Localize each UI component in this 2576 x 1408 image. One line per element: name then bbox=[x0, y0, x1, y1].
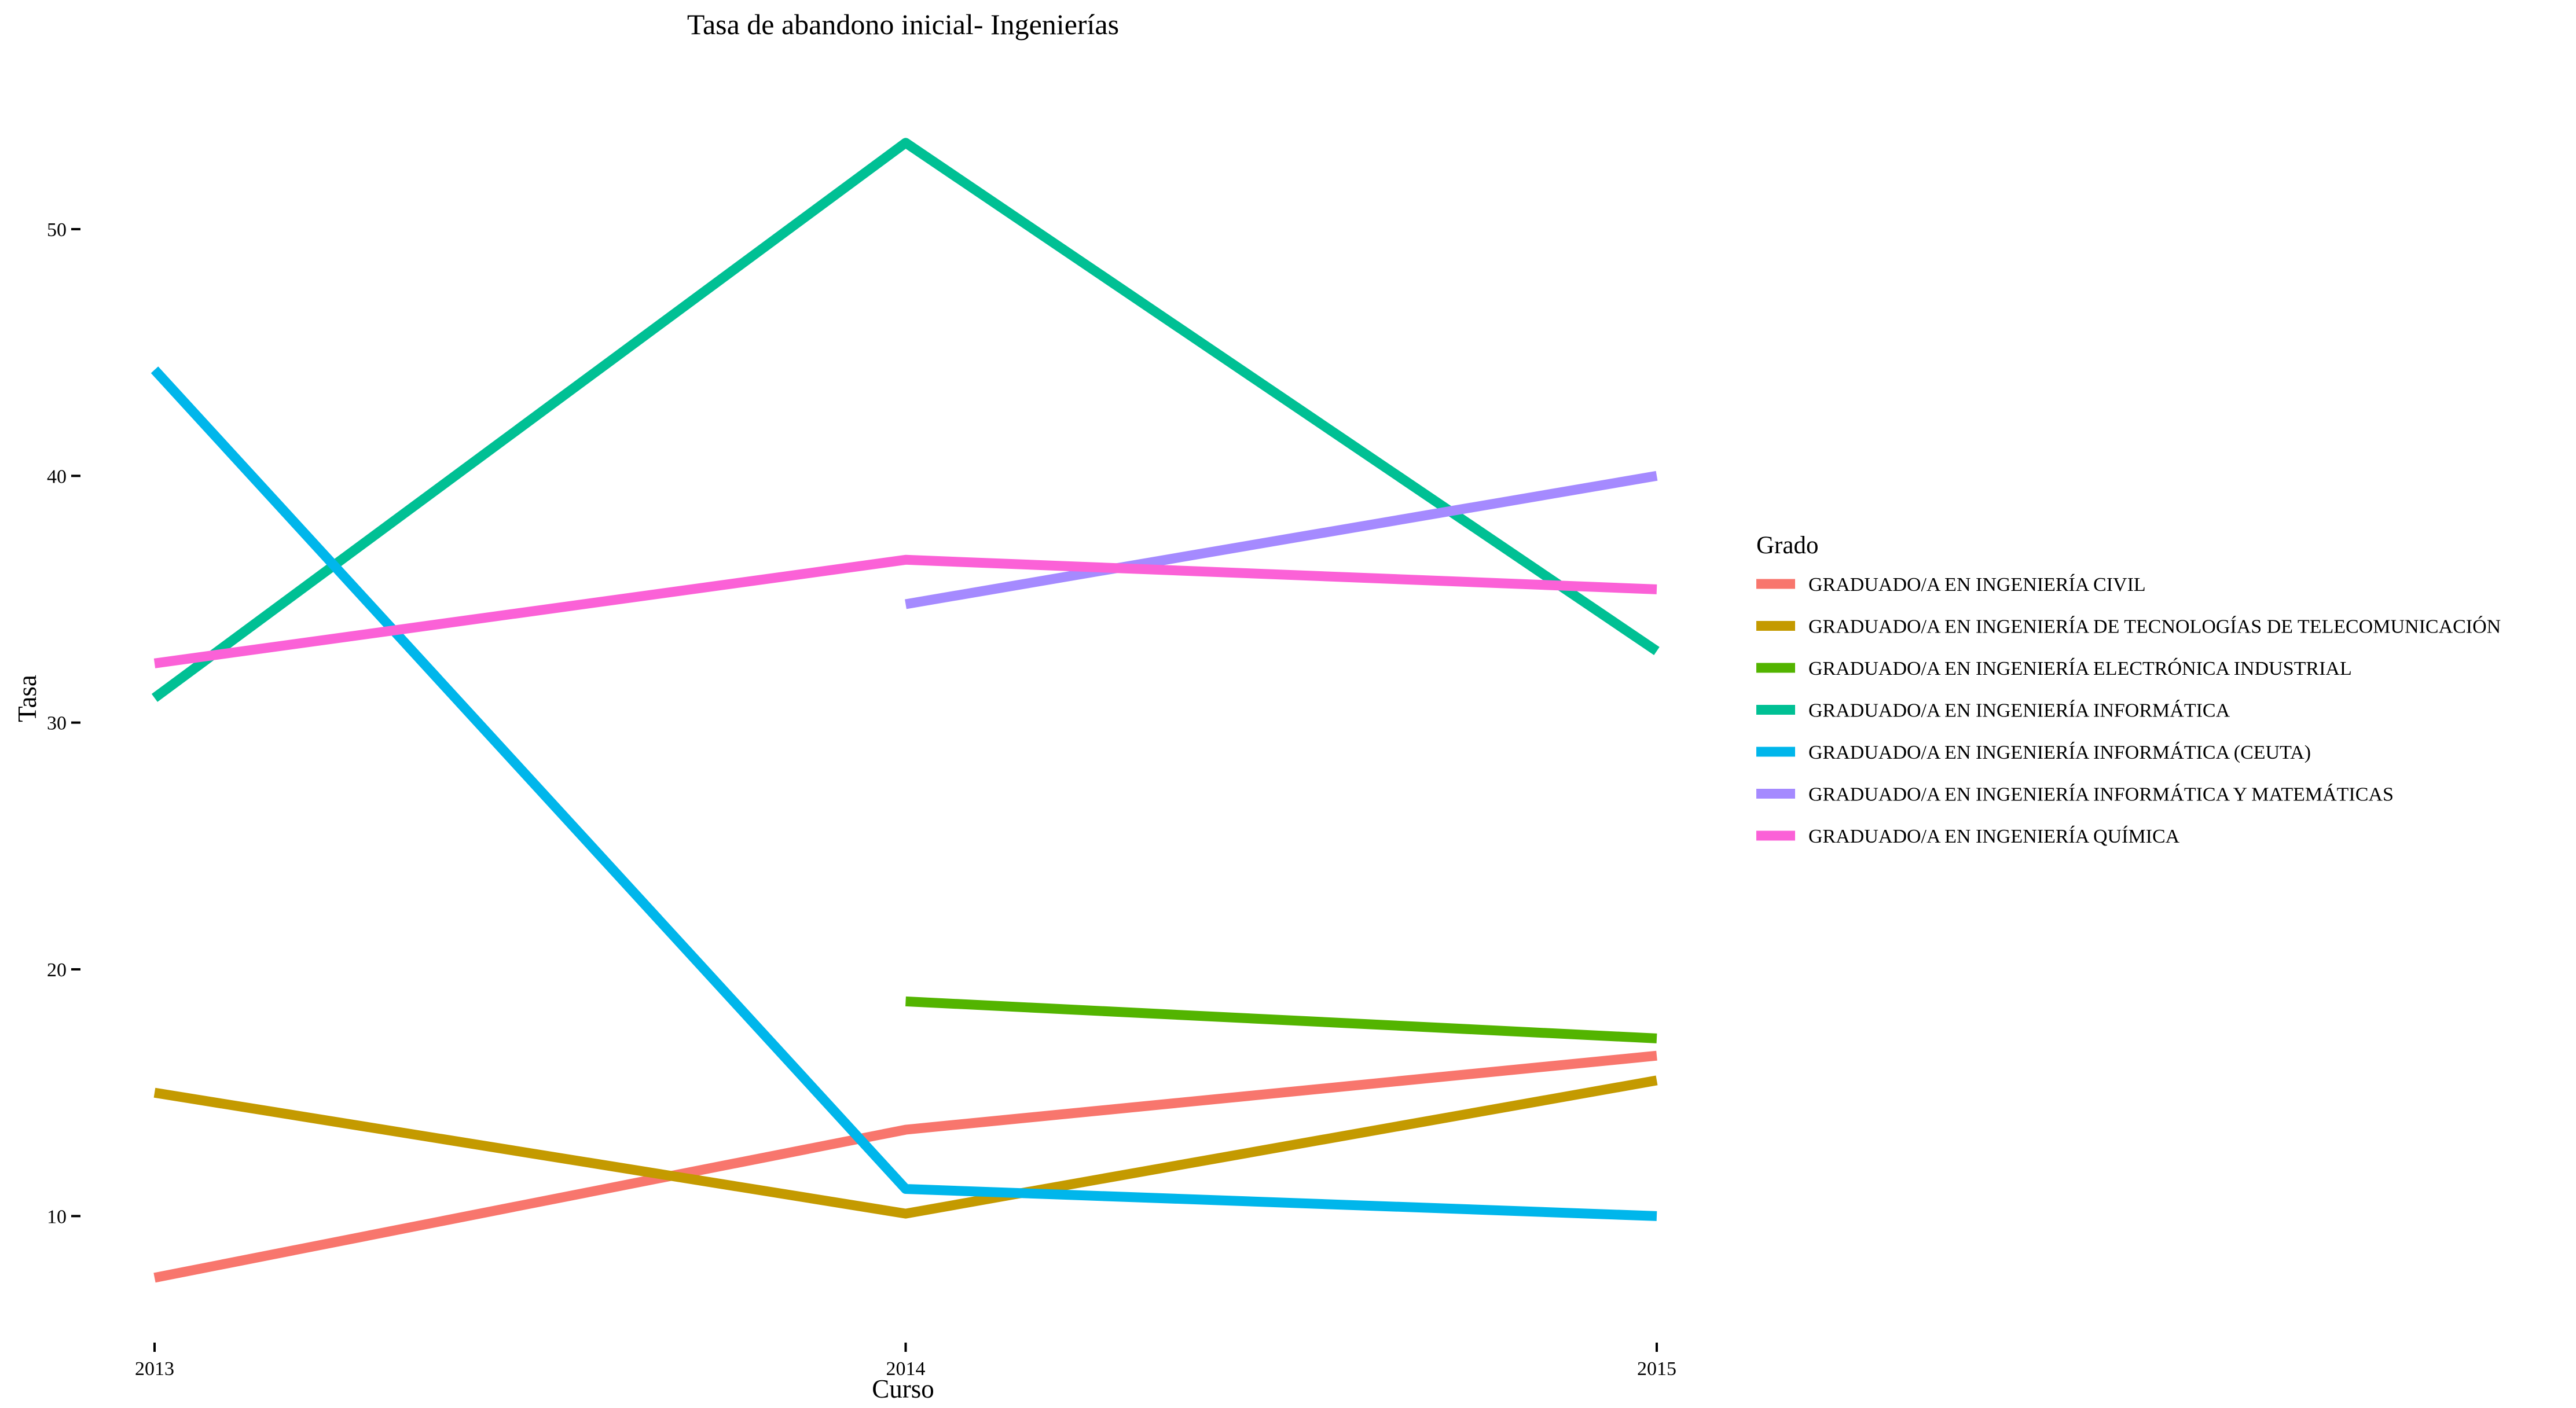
legend-title: Grado bbox=[1756, 532, 1818, 559]
series-line bbox=[153, 1050, 1657, 1283]
x-tick-label: 2013 bbox=[135, 1358, 174, 1380]
series-line bbox=[905, 996, 1657, 1043]
plot-series bbox=[151, 138, 1660, 1283]
y-axis-title: Tasa bbox=[13, 675, 42, 722]
legend-items: GRADUADO/A EN INGENIERÍA CIVIL GRADUADO/A… bbox=[1756, 574, 2501, 847]
y-tick-label: 10 bbox=[47, 1206, 67, 1227]
series-line bbox=[151, 138, 1660, 702]
legend-label: GRADUADO/A EN INGENIERÍA INFORMÁTICA bbox=[1808, 700, 2230, 722]
legend: Grado GRADUADO/A EN INGENIERÍA CIVILGRAD… bbox=[1756, 532, 2501, 847]
legend-label: GRADUADO/A EN INGENIERÍA INFORMÁTICA (CE… bbox=[1808, 742, 2311, 763]
legend-label: GRADUADO/A EN INGENIERÍA ELECTRÓNICA IND… bbox=[1808, 657, 2352, 679]
y-tick-label: 20 bbox=[47, 960, 67, 981]
chart-title: Tasa de abandono inicial- Ingenierías bbox=[687, 8, 1119, 41]
y-tick-label: 30 bbox=[47, 713, 67, 734]
x-tick-label: 2015 bbox=[1637, 1358, 1676, 1380]
y-tick-label: 50 bbox=[47, 219, 67, 241]
series-line bbox=[153, 554, 1657, 668]
legend-label: GRADUADO/A EN INGENIERÍA DE TECNOLOGÍAS … bbox=[1808, 616, 2501, 638]
series-line bbox=[905, 470, 1658, 609]
y-axis: 10 20 30 40 50 bbox=[47, 219, 80, 1227]
y-tick-label: 40 bbox=[47, 466, 67, 487]
series-line bbox=[151, 366, 1657, 1221]
x-tick-label: 2014 bbox=[886, 1358, 926, 1380]
x-axis: 2013 2014 2015 bbox=[135, 1343, 1676, 1380]
legend-label: GRADUADO/A EN INGENIERÍA INFORMÁTICA Y M… bbox=[1808, 784, 2394, 806]
legend-label: GRADUADO/A EN INGENIERÍA QUÍMICA bbox=[1808, 826, 2180, 847]
x-axis-title: Curso bbox=[872, 1374, 934, 1403]
series-line bbox=[153, 1075, 1658, 1219]
legend-label: GRADUADO/A EN INGENIERÍA CIVIL bbox=[1808, 574, 2146, 595]
